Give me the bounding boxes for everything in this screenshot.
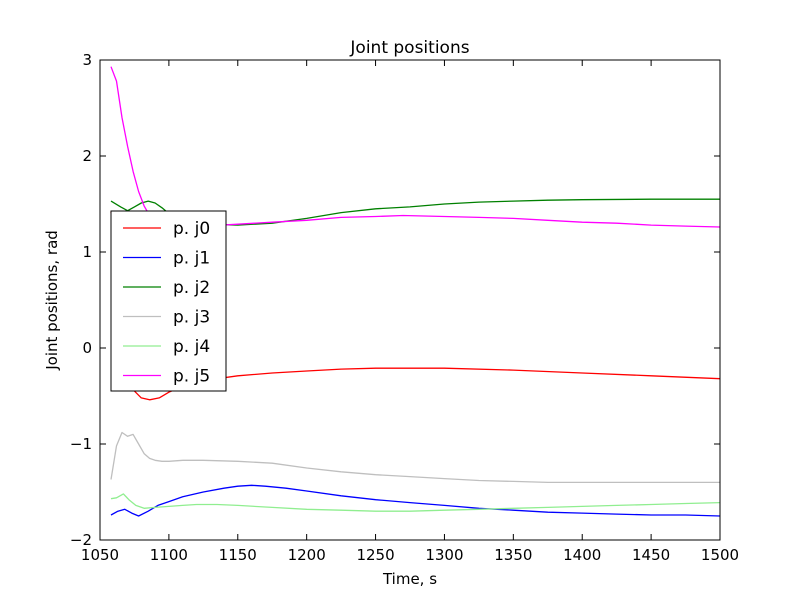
x-axis-label: Time, s <box>382 570 437 588</box>
y-tick-label: 2 <box>82 147 92 165</box>
y-tick-label: 3 <box>82 51 92 69</box>
legend-label-4: p. j4 <box>173 337 210 357</box>
y-tick-label: −2 <box>70 531 92 549</box>
x-tick-label: 1100 <box>150 546 188 564</box>
legend-label-2: p. j2 <box>173 278 210 298</box>
y-tick-label: 1 <box>82 243 92 261</box>
series-line-5 <box>110 66 721 228</box>
x-axis-ticks: 1050 1100 1150 1200 1250 1300 1350 1400 1450 1500 <box>81 60 739 564</box>
y-tick-label: −1 <box>70 435 92 453</box>
y-axis-ticks: −2 −1 0 1 2 3 <box>70 51 720 549</box>
x-tick-label: 1400 <box>563 546 601 564</box>
legend-label-5: p. j5 <box>173 367 210 387</box>
legend-box <box>110 210 227 392</box>
plot-frame <box>99 59 721 541</box>
x-tick-label: 1450 <box>632 546 670 564</box>
legend-label-3: p. j3 <box>173 308 210 328</box>
y-axis-label: Joint positions, rad <box>43 230 61 371</box>
x-tick-label: 1150 <box>219 546 257 564</box>
x-tick-label: 1250 <box>356 546 394 564</box>
series-line-1 <box>110 484 721 517</box>
legend: p. j0 p. j1 p. j2 p. j3 p. j4 p. j5 <box>110 210 227 392</box>
x-tick-label: 1500 <box>701 546 739 564</box>
series-line-4 <box>110 493 721 512</box>
x-tick-label: 1050 <box>81 546 119 564</box>
y-tick-label: 0 <box>82 339 92 357</box>
x-tick-label: 1300 <box>425 546 463 564</box>
series-line-2 <box>110 198 720 226</box>
series-line-3 <box>110 431 720 484</box>
x-tick-label: 1350 <box>494 546 532 564</box>
x-tick-label: 1200 <box>288 546 326 564</box>
legend-label-0: p. j0 <box>173 219 210 239</box>
chart-title: Joint positions <box>349 38 469 58</box>
legend-label-1: p. j1 <box>173 249 210 269</box>
